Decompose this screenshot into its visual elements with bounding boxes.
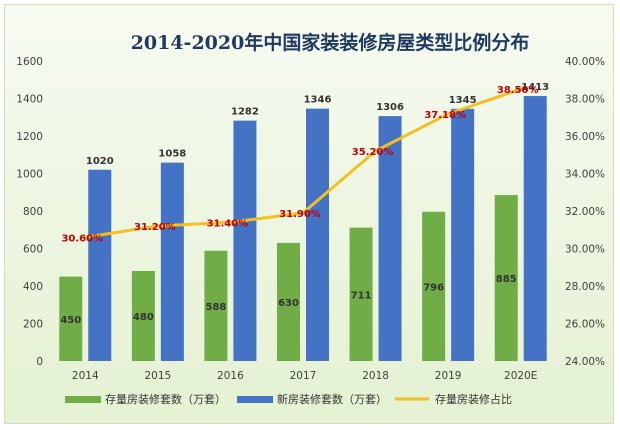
- bar-value-label: 796: [423, 282, 444, 293]
- bar: [494, 195, 518, 361]
- y2-tick-label: 38.00%: [565, 94, 605, 106]
- bar: [523, 96, 547, 361]
- y-tick-label: 1200: [16, 131, 43, 143]
- y-tick-label: 200: [23, 319, 43, 331]
- x-tick-label: 2016: [217, 370, 244, 382]
- bar: [306, 108, 329, 361]
- y-tick-label: 600: [23, 244, 43, 256]
- bar-value-label: 1020: [86, 156, 114, 167]
- legend: 存量房装修套数（万套） 新房装修套数（万套） 存量房装修占比: [65, 392, 512, 406]
- bar: [233, 120, 257, 361]
- bar-value-label: 480: [133, 312, 154, 323]
- legend-label: 存量房装修占比: [435, 392, 512, 406]
- y2-tick-label: 36.00%: [565, 131, 605, 143]
- line-point: [446, 112, 450, 116]
- bar-value-label: 588: [205, 302, 226, 313]
- bar-series: 450 1020 480 1058 588 1282 630 1346 711 1306 796 13…: [59, 82, 549, 361]
- chart-frame: 2014-2020年中国家装装修房屋类型比例分布 0 200 400 600 800 10…: [4, 4, 614, 424]
- y-tick-label: 0: [36, 356, 43, 368]
- x-axis: 2014 2015 2016 2017 2018 2019 2020E: [72, 370, 537, 382]
- right-axis: 24.00% 26.00% 28.00% 30.00% 32.00% 34.00% 36.0…: [565, 56, 605, 368]
- y2-tick-label: 32.00%: [565, 206, 605, 218]
- x-tick-label: 2020E: [504, 370, 537, 382]
- bar: [160, 162, 184, 361]
- line-point: [83, 235, 87, 239]
- x-tick-label: 2019: [435, 370, 462, 382]
- line-value-label: 38.50%: [497, 85, 539, 96]
- line-point: [156, 224, 160, 228]
- bar-value-label: 1306: [376, 102, 404, 113]
- chart-svg: 2014-2020年中国家装装修房屋类型比例分布 0 200 400 600 800 10…: [16, 31, 605, 406]
- y2-tick-label: 30.00%: [565, 244, 605, 256]
- line-point: [301, 211, 305, 215]
- bar-value-label: 1413: [521, 82, 549, 93]
- legend-bar-swatch: [65, 396, 101, 403]
- y2-tick-label: 40.00%: [565, 56, 605, 68]
- line-value-label: 37.18%: [424, 110, 466, 121]
- line-point: [519, 87, 523, 91]
- y-tick-label: 400: [23, 281, 43, 293]
- line-series: 30.60% 31.20% 31.40% 31.90% 35.20% 37.18% 38.5…: [61, 85, 538, 244]
- y-tick-label: 800: [23, 206, 43, 218]
- line-point: [228, 220, 232, 224]
- bar-value-label: 630: [278, 298, 299, 309]
- bar-value-label: 1058: [158, 149, 186, 160]
- bar: [59, 276, 83, 361]
- bar: [204, 250, 228, 361]
- chart-title: 2014-2020年中国家装装修房屋类型比例分布: [131, 31, 530, 54]
- y-tick-label: 1000: [16, 169, 43, 181]
- bar-value-label: 1282: [231, 107, 259, 118]
- bar-value-label: 1345: [449, 95, 477, 106]
- legend-label: 存量房装修套数（万套）: [105, 392, 226, 406]
- bar: [378, 116, 402, 361]
- x-tick-label: 2018: [362, 370, 389, 382]
- bar: [349, 227, 373, 361]
- bar: [451, 108, 475, 361]
- line-value-label: 35.20%: [352, 147, 394, 158]
- bar: [422, 211, 446, 361]
- line-point: [374, 149, 378, 153]
- line-value-label: 31.20%: [134, 222, 176, 233]
- y2-tick-label: 34.00%: [565, 169, 605, 181]
- line-value-label: 31.40%: [207, 218, 249, 229]
- y-tick-label: 1600: [16, 56, 43, 68]
- x-tick-label: 2015: [144, 370, 171, 382]
- line-value-label: 30.60%: [61, 233, 103, 244]
- bar: [88, 169, 112, 361]
- legend-bar-swatch: [237, 396, 273, 403]
- y2-tick-label: 28.00%: [565, 281, 605, 293]
- bar-value-label: 450: [60, 315, 81, 326]
- bar: [131, 271, 155, 361]
- y2-tick-label: 26.00%: [565, 319, 605, 331]
- legend-label: 新房装修套数（万套）: [277, 392, 387, 406]
- left-axis: 0 200 400 600 800 1000 1200 1400 1600: [16, 56, 43, 368]
- bar-value-label: 885: [496, 274, 517, 285]
- bar-value-label: 711: [351, 290, 372, 301]
- y-tick-label: 1400: [16, 94, 43, 106]
- y2-tick-label: 24.00%: [565, 356, 605, 368]
- bar-value-label: 1346: [304, 95, 332, 106]
- bar: [277, 242, 300, 361]
- x-tick-label: 2017: [290, 370, 317, 382]
- x-tick-label: 2014: [72, 370, 99, 382]
- line-value-label: 31.90%: [279, 209, 321, 220]
